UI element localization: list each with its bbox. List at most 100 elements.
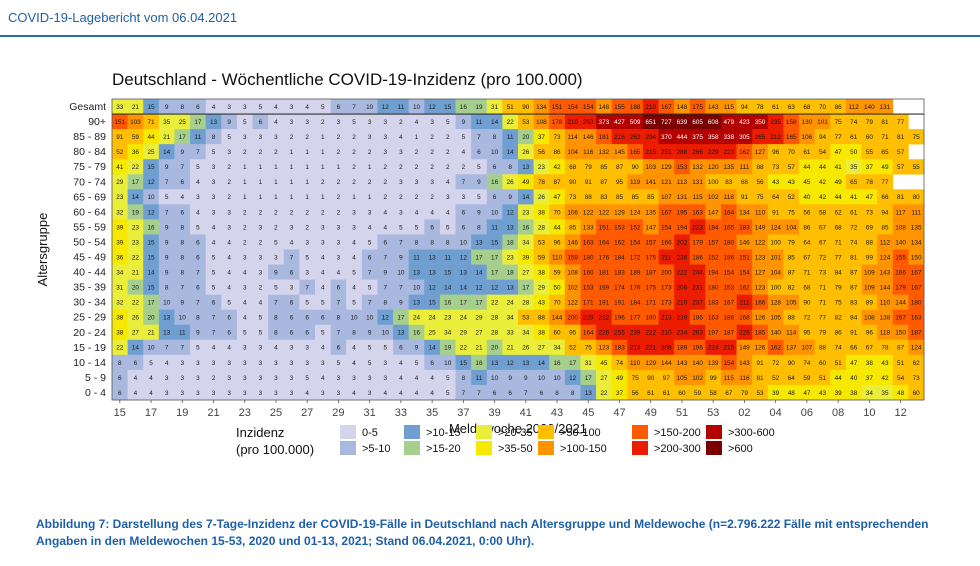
cell-value-label: 5 <box>305 300 309 307</box>
heatmap-cell <box>892 204 909 220</box>
heatmap-cell <box>674 114 691 130</box>
cell-value-label: 2 <box>352 134 356 141</box>
legend-title-line: Inzidenz <box>236 425 284 440</box>
cell-value-label: 3 <box>227 104 231 111</box>
heatmap-cell <box>783 144 800 160</box>
age-group-label: 10 - 14 <box>73 357 106 369</box>
cell-value-label: 88 <box>788 315 796 322</box>
heatmap-cell <box>814 294 831 310</box>
cell-value-label: 3 <box>259 375 263 382</box>
cell-value-label: 727 <box>661 119 672 126</box>
cell-value-label: 3 <box>368 134 372 141</box>
heatmap-cell <box>221 174 238 190</box>
heatmap-cell <box>393 384 409 401</box>
x-tick-label: 08 <box>832 407 844 419</box>
heatmap-cell <box>549 219 566 235</box>
cell-value-label: 29 <box>475 315 483 322</box>
cell-value-label: 3 <box>227 375 231 382</box>
cell-value-label: 251 <box>661 149 672 156</box>
heatmap-cell <box>174 189 191 205</box>
cell-value-label: 1 <box>243 194 247 201</box>
cell-value-label: 43 <box>538 300 546 307</box>
heatmap-cell <box>346 219 363 235</box>
heatmap-cell <box>830 99 847 115</box>
cell-value-label: 41 <box>835 164 843 171</box>
cell-value-label: 3 <box>259 345 263 352</box>
heatmap-cell <box>252 309 269 326</box>
cell-value-label: 3 <box>352 224 356 231</box>
cell-value-label: 2 <box>337 179 341 186</box>
heatmap-cell <box>580 324 597 341</box>
cell-value-label: 3 <box>383 119 387 126</box>
heatmap-cell <box>783 354 800 371</box>
heatmap-cell <box>143 249 160 265</box>
cell-value-label: 8 <box>180 224 184 231</box>
heatmap-cell <box>158 204 175 220</box>
cell-value-label: 3 <box>274 375 278 382</box>
heatmap-cell <box>892 189 909 205</box>
cell-value-label: 32 <box>116 209 124 216</box>
heatmap-cell <box>190 234 206 250</box>
cell-value-label: 13 <box>507 224 515 231</box>
cell-value-label: 48 <box>788 390 796 397</box>
heatmap-cell <box>361 174 378 190</box>
heatmap-cell <box>377 234 394 250</box>
heatmap-cell <box>767 204 784 220</box>
heatmap-cell <box>549 309 566 326</box>
cell-value-label: 143 <box>739 360 750 367</box>
cell-value-label: 3 <box>212 390 216 397</box>
heatmap-cell <box>127 129 144 145</box>
heatmap-cell <box>455 129 472 145</box>
cell-value-label: 186 <box>692 315 703 322</box>
heatmap-cell <box>236 114 253 130</box>
x-tick-label: 47 <box>613 407 625 419</box>
heatmap-cell <box>783 159 800 175</box>
heatmap-cell <box>845 369 862 386</box>
heatmap-cell <box>814 114 831 130</box>
cell-value-label: 90 <box>788 360 796 367</box>
heatmap-cell <box>658 99 675 115</box>
heatmap-cell <box>112 384 128 401</box>
heatmap-cell <box>642 324 659 341</box>
heatmap-cell <box>283 339 300 356</box>
cell-value-label: 5 <box>305 375 309 382</box>
cell-value-label: 11 <box>476 375 483 382</box>
cell-value-label: 3 <box>274 134 278 141</box>
cell-value-label: 10 <box>553 375 561 382</box>
cell-value-label: 39 <box>522 254 530 261</box>
heatmap-cell <box>439 189 456 205</box>
cell-value-label: 3 <box>243 285 247 292</box>
cell-value-label: 3 <box>212 360 216 367</box>
cell-value-label: 52 <box>772 375 780 382</box>
cell-value-label: 3 <box>399 149 403 156</box>
heatmap-cell <box>877 264 894 280</box>
cell-value-label: 61 <box>772 104 780 111</box>
x-tick-label: 53 <box>707 407 719 419</box>
cell-value-label: 444 <box>677 134 688 141</box>
heatmap-cell <box>658 219 675 235</box>
heatmap-cell <box>315 324 331 341</box>
cell-value-label: 223 <box>692 224 703 231</box>
heatmap-cell <box>346 279 363 295</box>
cell-value-label: 95 <box>616 179 624 186</box>
cell-value-label: 51 <box>897 360 905 367</box>
heatmap-cell <box>767 114 784 130</box>
cell-value-label: 15 <box>460 360 468 367</box>
cell-value-label: 7 <box>196 300 200 307</box>
heatmap-cell <box>814 369 831 386</box>
cell-value-label: 48 <box>897 390 905 397</box>
cell-value-label: 153 <box>723 285 734 292</box>
cell-value-label: 34 <box>507 315 515 322</box>
heatmap-cell <box>143 144 160 160</box>
cell-value-label: 10 <box>460 239 468 246</box>
cell-value-label: 2 <box>368 149 372 156</box>
heatmap-cell <box>236 204 253 220</box>
cell-value-label: 47 <box>803 390 811 397</box>
heatmap-cell <box>736 204 753 220</box>
cell-value-label: 141 <box>645 179 656 186</box>
heatmap-cell <box>205 234 222 250</box>
cell-value-label: 9 <box>508 194 512 201</box>
cell-value-label: 79 <box>866 119 874 126</box>
heatmap-cell <box>408 354 425 371</box>
cell-value-label: 3 <box>383 360 387 367</box>
